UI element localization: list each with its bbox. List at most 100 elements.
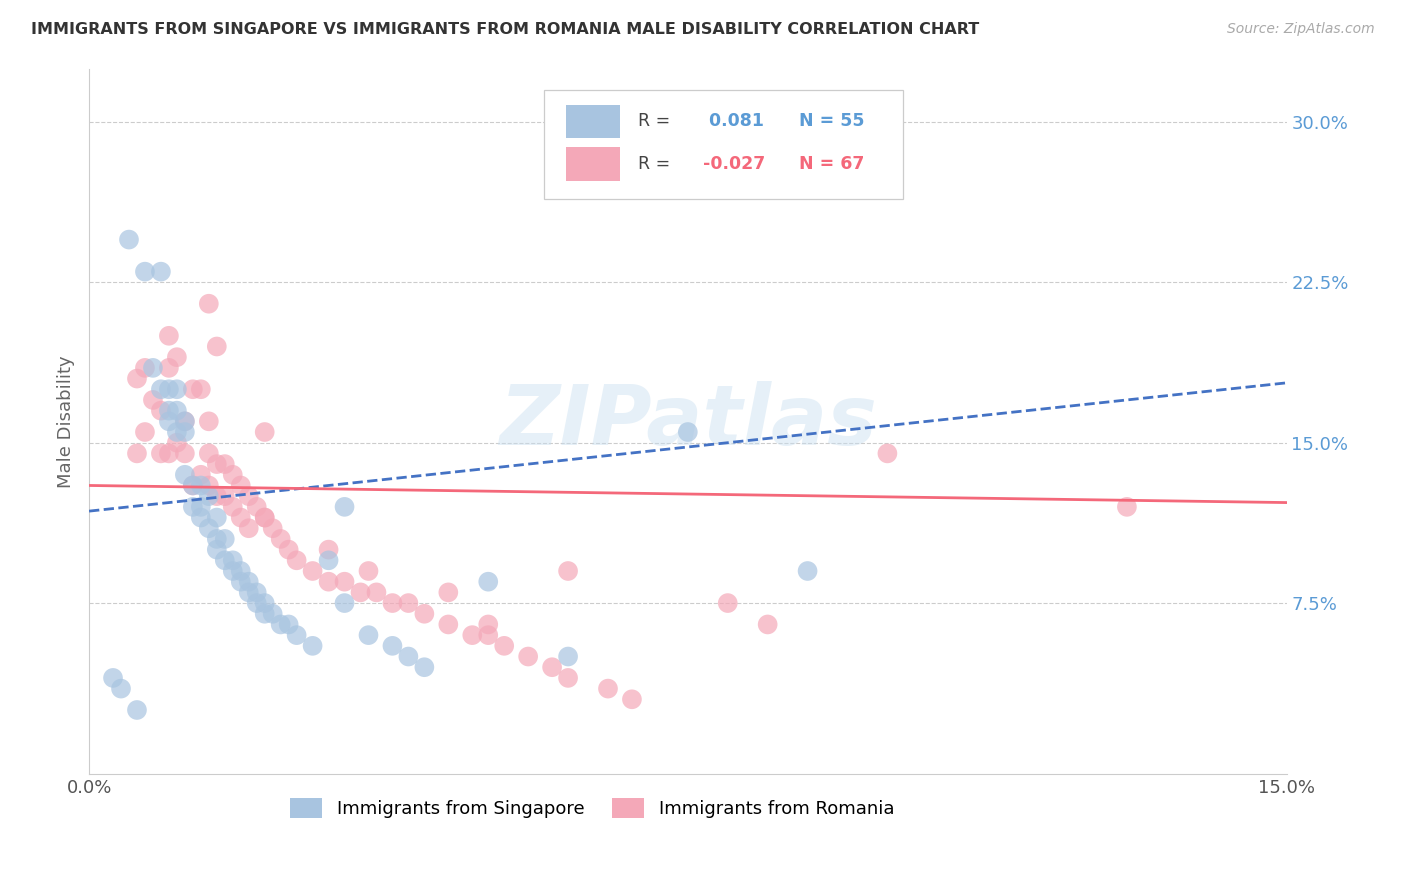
Point bbox=[333, 574, 356, 589]
Point bbox=[477, 574, 499, 589]
Point bbox=[437, 585, 460, 599]
Point bbox=[270, 532, 292, 546]
Point bbox=[557, 564, 579, 578]
Text: R =: R = bbox=[637, 155, 669, 173]
Point bbox=[285, 628, 308, 642]
Text: N = 55: N = 55 bbox=[799, 112, 865, 130]
Point bbox=[333, 500, 356, 514]
Text: N = 67: N = 67 bbox=[799, 155, 865, 173]
Point bbox=[285, 553, 308, 567]
Point bbox=[149, 446, 172, 460]
Point bbox=[166, 435, 188, 450]
Point bbox=[676, 425, 699, 439]
Point bbox=[157, 360, 180, 375]
Point bbox=[238, 489, 260, 503]
Point bbox=[238, 585, 260, 599]
Point bbox=[149, 403, 172, 417]
Point bbox=[517, 649, 540, 664]
Point bbox=[205, 489, 228, 503]
Point bbox=[253, 596, 276, 610]
Point bbox=[253, 425, 276, 439]
Point bbox=[557, 671, 579, 685]
Point bbox=[277, 617, 299, 632]
Point bbox=[222, 467, 245, 482]
Point bbox=[149, 265, 172, 279]
Point bbox=[110, 681, 132, 696]
Point bbox=[173, 467, 195, 482]
Point bbox=[125, 446, 148, 460]
Point bbox=[396, 596, 419, 610]
Point bbox=[413, 607, 436, 621]
Point bbox=[253, 607, 276, 621]
Legend: Immigrants from Singapore, Immigrants from Romania: Immigrants from Singapore, Immigrants fr… bbox=[283, 790, 901, 825]
Point bbox=[717, 596, 740, 610]
Point bbox=[198, 446, 221, 460]
Point bbox=[198, 478, 221, 492]
Point bbox=[190, 510, 212, 524]
Point bbox=[222, 564, 245, 578]
Text: Source: ZipAtlas.com: Source: ZipAtlas.com bbox=[1227, 22, 1375, 37]
Point bbox=[125, 371, 148, 385]
Point bbox=[318, 542, 340, 557]
Point bbox=[214, 457, 236, 471]
Point bbox=[173, 446, 195, 460]
Point bbox=[349, 585, 371, 599]
Text: IMMIGRANTS FROM SINGAPORE VS IMMIGRANTS FROM ROMANIA MALE DISABILITY CORRELATION: IMMIGRANTS FROM SINGAPORE VS IMMIGRANTS … bbox=[31, 22, 979, 37]
Point bbox=[198, 296, 221, 310]
FancyBboxPatch shape bbox=[544, 90, 904, 199]
Point bbox=[229, 510, 252, 524]
Text: ZIPatlas: ZIPatlas bbox=[499, 381, 877, 462]
Point bbox=[205, 510, 228, 524]
Point bbox=[173, 414, 195, 428]
Point bbox=[357, 564, 380, 578]
Point bbox=[157, 328, 180, 343]
Point bbox=[134, 360, 156, 375]
Point bbox=[214, 489, 236, 503]
Point bbox=[246, 500, 269, 514]
Point bbox=[262, 521, 284, 535]
Point bbox=[222, 500, 245, 514]
Point bbox=[381, 639, 404, 653]
Point bbox=[246, 585, 269, 599]
Point bbox=[229, 574, 252, 589]
FancyBboxPatch shape bbox=[565, 104, 620, 138]
Point bbox=[173, 425, 195, 439]
Point bbox=[198, 489, 221, 503]
Point bbox=[620, 692, 643, 706]
Point bbox=[198, 414, 221, 428]
Point bbox=[318, 574, 340, 589]
Point bbox=[157, 382, 180, 396]
Point bbox=[270, 617, 292, 632]
Point bbox=[125, 703, 148, 717]
Point bbox=[318, 553, 340, 567]
Point bbox=[101, 671, 124, 685]
Point bbox=[205, 457, 228, 471]
Point bbox=[134, 265, 156, 279]
Point bbox=[190, 382, 212, 396]
Point bbox=[181, 478, 204, 492]
Point bbox=[494, 639, 516, 653]
Point bbox=[181, 382, 204, 396]
Text: R =: R = bbox=[637, 112, 675, 130]
Point bbox=[166, 350, 188, 364]
Point bbox=[541, 660, 564, 674]
Point bbox=[166, 382, 188, 396]
Point bbox=[222, 553, 245, 567]
Text: 0.081: 0.081 bbox=[703, 112, 765, 130]
Point bbox=[134, 425, 156, 439]
FancyBboxPatch shape bbox=[565, 147, 620, 181]
Point bbox=[166, 403, 188, 417]
Point bbox=[301, 564, 323, 578]
Point bbox=[301, 639, 323, 653]
Point bbox=[181, 478, 204, 492]
Point bbox=[157, 446, 180, 460]
Point bbox=[157, 414, 180, 428]
Point bbox=[477, 617, 499, 632]
Point bbox=[357, 628, 380, 642]
Point bbox=[214, 532, 236, 546]
Text: -0.027: -0.027 bbox=[703, 155, 766, 173]
Point bbox=[477, 628, 499, 642]
Point bbox=[205, 532, 228, 546]
Point bbox=[238, 574, 260, 589]
Point bbox=[190, 478, 212, 492]
